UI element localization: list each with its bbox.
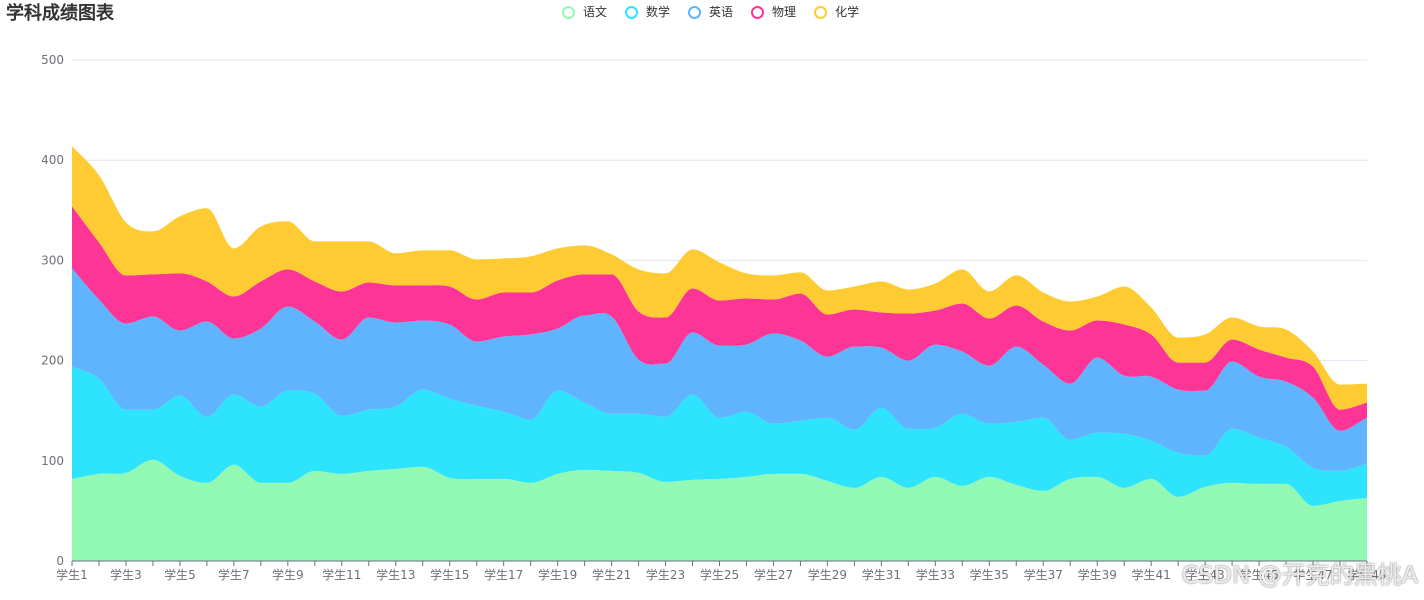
x-tick-label: 学生19 [538,567,577,582]
legend-label: 英语 [709,5,734,19]
legend-item[interactable]: 数学 [625,5,670,19]
x-tick-label: 学生45 [1239,567,1278,582]
x-tick-label: 学生15 [430,567,469,582]
x-tick-label: 学生3 [110,567,142,582]
x-tick-label: 学生1 [56,567,88,582]
legend-item[interactable]: 英语 [688,5,733,19]
legend-swatch-icon [562,5,575,19]
x-tick-label: 学生33 [916,567,955,582]
x-tick-label: 学生21 [592,567,631,582]
x-tick-label: 学生5 [164,567,196,582]
y-tick-label: 100 [41,454,64,468]
x-tick-label: 学生27 [754,567,793,582]
area-1 [72,459,1367,561]
x-tick-label: 学生37 [1024,567,1063,582]
watermark-text: CSDN @开克的黑桃A [1181,561,1418,589]
legend-label: 数学 [646,5,671,19]
x-tick-label: 学生39 [1078,567,1117,582]
y-tick-label: 400 [41,153,64,167]
chart-title: 学科成绩图表 [6,3,114,24]
chart-legend: 语文 数学 英语 物理 化学 [562,3,877,21]
y-tick-label: 300 [41,253,64,267]
x-tick-label: 学生49 [1347,567,1386,582]
legend-swatch-icon [814,5,828,19]
x-tick-label: 学生7 [218,567,250,582]
area-2 [72,366,1367,506]
legend-item[interactable]: 物理 [751,5,796,19]
x-tick-label: 学生35 [970,567,1009,582]
x-tick-label: 学生31 [862,567,901,582]
x-tick-label: 学生43 [1185,567,1224,582]
x-tick-label: 学生23 [646,567,685,582]
area-5 [72,146,1367,410]
x-tick-label: 学生11 [322,567,361,582]
y-tick-label: 200 [41,354,64,368]
x-tick-label: 学生41 [1132,567,1171,582]
legend-label: 物理 [772,5,797,19]
x-tick-label: 学生25 [700,567,739,582]
y-tick-label: 0 [56,554,64,568]
y-tick-label: 500 [41,53,64,67]
legend-item[interactable]: 语文 [562,5,607,19]
legend-swatch-icon [688,5,702,19]
x-tick-label: 学生9 [272,567,304,582]
x-tick-label: 学生13 [376,567,415,582]
legend-swatch-icon [625,5,639,19]
area-3 [72,268,1367,471]
legend-swatch-icon [751,5,765,19]
legend-label: 语文 [583,5,608,19]
legend-item[interactable]: 化学 [814,5,859,19]
x-tick-label: 学生17 [484,567,523,582]
x-tick-label: 学生29 [808,567,847,582]
legend-label: 化学 [835,5,860,19]
area-series-group [72,146,1367,561]
area-4 [72,206,1367,431]
x-tick-label: 学生47 [1293,567,1332,582]
